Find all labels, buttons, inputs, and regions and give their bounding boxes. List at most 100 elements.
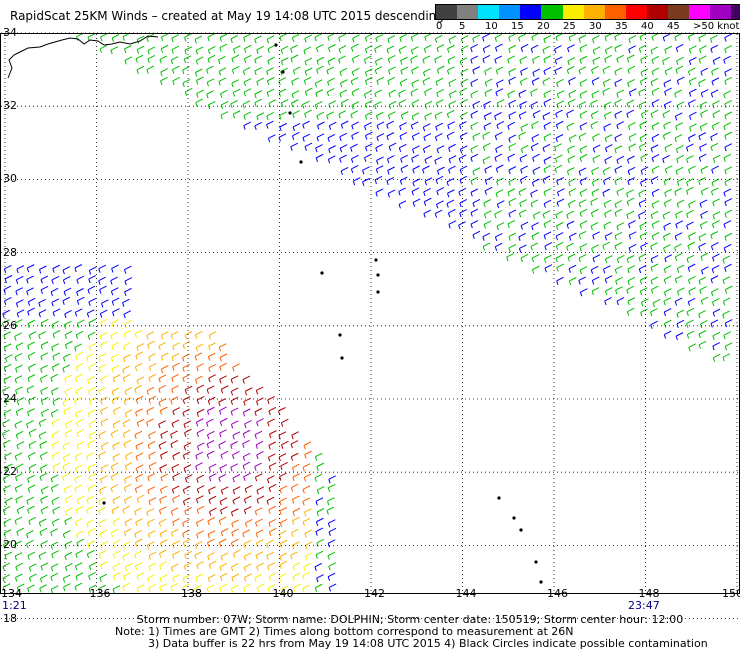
wind-barb [698,55,707,64]
wind-barb [566,167,575,176]
wind-barb [231,528,239,537]
wind-barb [566,242,574,251]
wind-barb [676,177,685,186]
wind-barb [650,263,659,272]
longitude-label: 144 [455,587,477,600]
wind-barb [278,407,286,416]
wind-barb [400,154,408,163]
wind-barb [698,340,707,349]
wind-barb [196,561,204,570]
wind-barb [243,552,252,561]
wind-barb [291,495,300,504]
wind-barb [387,189,396,198]
wind-barb [530,101,539,110]
wind-barb [483,122,492,131]
wind-barb [62,266,71,275]
wind-barb [50,387,59,396]
wind-barb [663,319,672,328]
wind-barb [279,485,288,494]
wind-barb [399,33,408,42]
wind-barb [172,407,181,416]
wind-barb [158,441,167,450]
wind-barb [292,66,301,75]
wind-barb [328,583,337,592]
wind-barb [290,452,299,461]
scale-swatch [731,5,740,19]
wind-barb [387,54,396,64]
wind-barb [51,343,59,352]
wind-barb [4,463,13,472]
wind-barb [651,133,660,142]
wind-barb [556,78,564,87]
wind-barb [710,319,719,328]
wind-barb [220,528,229,537]
wind-barb [38,265,47,274]
wind-barb [579,288,588,297]
wind-barb [651,67,660,76]
scale-label: >50 knots [693,21,740,32]
wind-barb [386,132,395,141]
wind-barb [686,178,694,187]
wind-barb [470,220,479,229]
wind-barb [148,353,156,362]
wind-barb [135,473,143,483]
wind-barb [124,518,133,527]
wind-barb [448,90,457,99]
wind-barb [592,35,600,44]
wind-barb [242,439,250,449]
wind-barb [724,285,733,294]
wind-barb [530,189,538,198]
wind-barb [267,44,276,53]
wind-barb [470,110,479,119]
wind-barb [27,408,35,417]
wind-barb [206,418,214,427]
wind-barb [292,562,301,571]
wind-barb [148,362,157,371]
wind-barb [543,133,552,142]
wind-barb [520,221,529,230]
wind-barb [64,340,73,349]
wind-barb [159,574,168,583]
wind-barb [40,562,49,571]
wind-barb [182,451,191,460]
wind-barb [387,111,396,120]
wind-barb [422,55,431,64]
scale-swatch [646,5,669,19]
wind-barb [159,464,167,473]
wind-barb [507,220,516,229]
wind-barb [698,78,706,88]
wind-barb [650,210,659,219]
wind-barb [614,67,623,76]
wind-barb [434,156,443,165]
wind-barb [232,45,241,54]
wind-barb [614,133,623,142]
latitude-label: 32 [3,99,17,113]
wind-barb [579,208,588,217]
wind-barb [314,452,323,461]
wind-barb [663,244,671,253]
wind-barb [555,120,564,129]
wind-barb [448,143,456,153]
wind-barb [411,154,419,163]
wind-barb [39,574,48,583]
wind-barb [602,65,611,74]
wind-barb [688,343,696,352]
wind-barb [50,541,59,550]
wind-barb [710,89,719,98]
wind-barb [448,220,457,229]
wind-barb [711,77,720,86]
wind-barb [124,563,133,572]
wind-barb [543,254,552,263]
wind-barb [170,439,179,449]
wind-barb [412,165,421,174]
wind-barb [496,79,504,88]
wind-barb [122,541,131,550]
island [281,70,285,74]
wind-barb [614,165,623,174]
wind-barb [328,145,336,154]
island [340,356,344,360]
wind-barb [519,199,527,208]
wind-barb [39,584,47,593]
wind-barb [316,508,325,517]
wind-barb [327,57,336,66]
